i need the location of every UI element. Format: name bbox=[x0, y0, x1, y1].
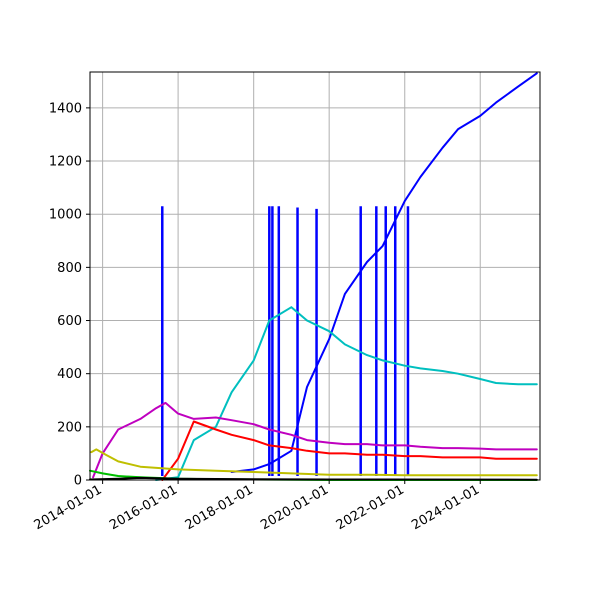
y-tick-label: 1200 bbox=[49, 155, 82, 170]
y-tick-label: 1000 bbox=[49, 208, 82, 223]
y-tick-label: 1400 bbox=[49, 101, 82, 116]
y-tick-label: 200 bbox=[57, 420, 82, 435]
x-tick-label: 2016-01-01 bbox=[107, 482, 180, 533]
series-line-1 bbox=[155, 306, 538, 481]
y-tick-label: 800 bbox=[57, 261, 82, 276]
x-tick-label: 2022-01-01 bbox=[334, 482, 407, 533]
series-line-3 bbox=[92, 401, 538, 479]
y-tick-label: 400 bbox=[57, 367, 82, 382]
x-tick-label: 2014-01-01 bbox=[32, 482, 105, 533]
series-line-0 bbox=[230, 72, 538, 473]
grid-lines bbox=[90, 72, 540, 481]
y-tick-label: 0 bbox=[74, 474, 82, 489]
x-tick-label: 2018-01-01 bbox=[183, 482, 256, 533]
x-tick-label: 2024-01-01 bbox=[409, 482, 482, 533]
plot-frame bbox=[89, 71, 541, 481]
series-line-4 bbox=[90, 448, 538, 477]
y-tick-label: 600 bbox=[57, 314, 82, 329]
x-tick-label: 2020-01-01 bbox=[258, 482, 331, 533]
series-line-2 bbox=[161, 420, 538, 481]
series-group bbox=[89, 72, 538, 481]
